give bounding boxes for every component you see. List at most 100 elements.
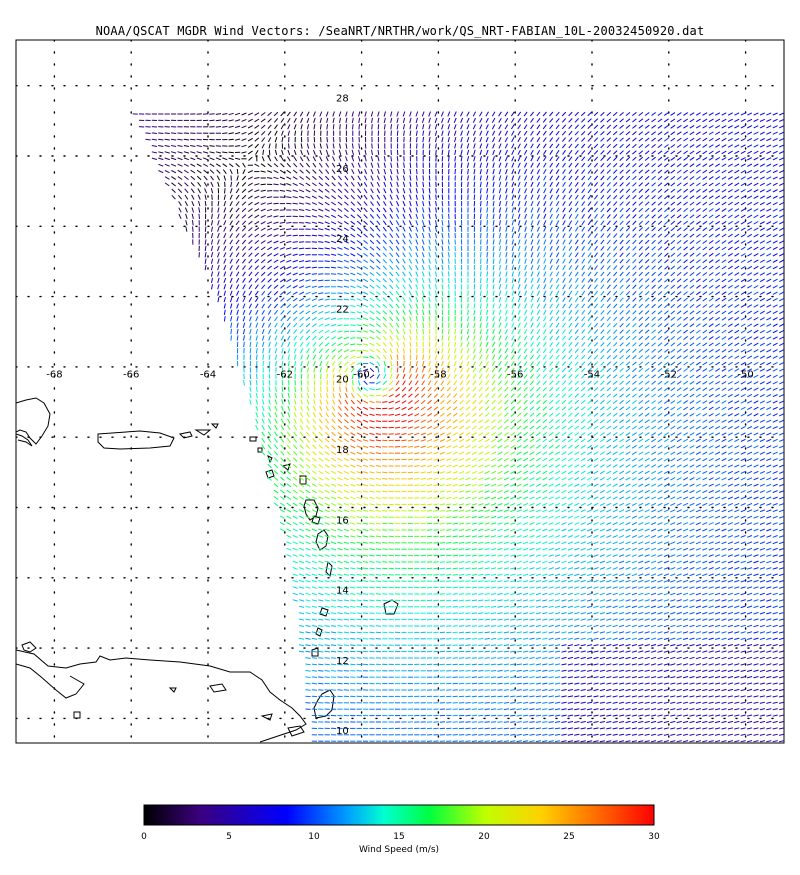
wind-vector [286,183,292,186]
wind-vector [759,253,765,257]
wind-vector [447,130,450,136]
wind-vector [409,200,412,207]
wind-vector [498,111,502,117]
wind-vector [734,272,740,276]
wind-vector [460,124,464,130]
wind-vector [222,151,228,154]
wind-vector [337,201,343,206]
wind-vector [543,258,547,264]
wind-vector [389,265,394,270]
wind-vector [702,214,708,219]
wind-vector [183,145,189,147]
wind-vector [657,131,663,136]
wind-vector [229,290,233,296]
wind-vector [473,181,476,188]
wind-vector [300,117,304,123]
wind-vector [523,118,528,123]
wind-vector [330,305,337,307]
wind-vector [330,317,337,320]
wind-vector [689,297,695,302]
wind-vector [632,118,637,123]
wind-vector [555,213,560,219]
wind-vector [307,386,309,392]
wind-vector [676,112,682,116]
wind-vector [356,272,362,276]
wind-vector [260,208,266,212]
wind-vector [408,220,412,226]
wind-vector [727,291,733,296]
wind-vector [305,298,311,302]
wind-vector [696,227,701,232]
wind-vector [574,310,579,315]
wind-vector [479,175,482,181]
wind-vector [638,310,644,315]
wind-vector [498,284,502,290]
wind-vector [740,265,746,270]
wind-vector [356,337,362,339]
wind-vector [422,207,425,213]
wind-vector [536,252,540,258]
wind-vector [524,162,528,168]
wind-vector [619,207,624,213]
wind-vector [164,182,170,187]
wind-vector [318,208,324,212]
wind-vector [402,213,406,220]
wind-vector [422,124,425,130]
wind-vector [183,163,189,167]
wind-vector [428,252,431,258]
wind-vector [555,201,560,207]
wind-vector [683,310,689,315]
wind-vector [499,213,501,219]
wind-vector [254,124,260,129]
wind-vector [486,271,489,277]
wind-vector [492,175,495,181]
wind-vector [223,252,227,258]
wind-vector [196,157,202,161]
wind-vector [581,201,586,206]
wind-vector [593,162,599,168]
wind-vector [715,214,721,219]
wind-vector [536,207,540,213]
wind-vector [721,310,727,315]
wind-vector [415,188,418,194]
wind-vector [274,316,278,322]
wind-vector [772,182,778,187]
wind-vector [435,309,437,316]
wind-vector [740,253,746,257]
wind-vector [594,214,598,219]
wind-vector [676,259,682,264]
wind-vector [467,162,469,168]
wind-vector [356,311,362,314]
wind-vector [292,266,298,269]
wind-vector [651,310,656,315]
wind-vector [281,130,284,136]
wind-vector [530,111,534,117]
wind-vector [708,272,714,276]
wind-vector [376,175,380,181]
wind-vector [555,124,560,130]
wind-vector [223,258,227,264]
wind-vector [759,150,765,155]
wind-vector [657,284,663,289]
wind-vector [587,111,592,117]
wind-vector [274,136,278,143]
wind-vector [517,181,521,187]
wind-vector [273,259,279,263]
wind-vector [382,297,388,302]
wind-vector [280,118,285,123]
wind-vector [574,169,579,174]
wind-vector [415,117,418,124]
wind-vector [702,233,708,238]
wind-vector [235,181,240,187]
wind-vector [555,239,560,245]
wind-vector [395,245,400,251]
wind-vector [664,124,669,129]
wind-vector [298,253,305,256]
wind-vector [409,181,412,188]
wind-vector [606,226,611,232]
wind-vector [428,296,431,303]
wind-vector [191,207,195,213]
wind-vector [574,213,579,219]
wind-vector [204,194,207,200]
wind-vector [215,151,222,154]
